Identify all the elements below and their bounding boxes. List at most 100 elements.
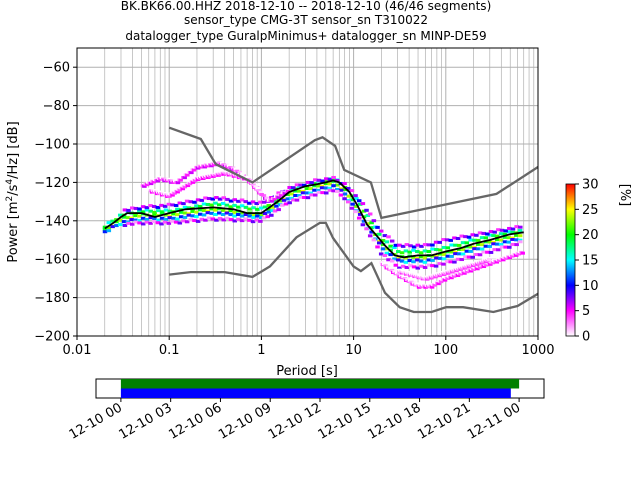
y-tick-label: −140 — [34, 214, 70, 229]
heatmap-cell — [320, 191, 325, 195]
heatmap-cell — [506, 230, 511, 234]
heatmap-cell — [514, 243, 519, 247]
heatmap-cell — [285, 189, 291, 193]
heatmap-cell — [137, 214, 142, 218]
heatmap-cell — [194, 210, 199, 214]
heatmap-cell — [365, 222, 371, 226]
heatmap-cell — [209, 203, 214, 207]
nlnm-curve — [169, 221, 538, 314]
heatmap-cell — [470, 255, 475, 259]
heatmap-cell — [470, 233, 475, 237]
heatmap-cell — [166, 177, 171, 181]
heatmap-cell — [173, 220, 179, 224]
heatmap-cell — [137, 207, 142, 211]
heatmap-cell — [177, 201, 183, 205]
heatmap-cell — [232, 210, 237, 214]
heatmap-cell — [384, 247, 390, 251]
heatmap-cell — [426, 250, 431, 254]
heatmap-cell — [126, 208, 131, 212]
heatmap-cell — [497, 259, 502, 263]
coverage-bar-data — [120, 379, 520, 389]
heatmap-cell — [396, 258, 401, 262]
heatmap-cell — [247, 201, 252, 205]
heatmap-cell — [356, 216, 362, 220]
heatmap-cell — [510, 230, 515, 234]
heatmap-cell — [201, 209, 207, 213]
coverage-tick-label: 12-10 18 — [365, 400, 423, 442]
heatmap-cell — [199, 217, 205, 221]
heatmap-cell — [185, 173, 190, 177]
heatmap-cell — [159, 222, 164, 226]
heatmap-cell — [487, 240, 492, 244]
heatmap-cell — [155, 179, 161, 183]
x-ticks: 0.01 0.1 1 10 100 1000 — [63, 336, 555, 358]
coverage-tick-label: 12-10 09 — [216, 400, 274, 442]
heatmap-cell — [463, 255, 468, 259]
heatmap-cell — [441, 252, 447, 256]
heatmap-cell — [436, 282, 441, 286]
heatmap-cell — [185, 184, 191, 188]
heatmap-cell — [376, 241, 382, 245]
heatmap-cell — [226, 164, 232, 168]
heatmap-cell — [472, 238, 477, 242]
heatmap-cell — [496, 228, 501, 232]
heatmap-cell — [327, 186, 332, 190]
heatmap-cell — [367, 212, 373, 216]
heatmap-cell — [392, 270, 397, 274]
heatmap-cell — [202, 165, 208, 169]
heatmap-cell — [285, 193, 291, 197]
heatmap-cell — [184, 220, 190, 224]
heatmap-cell — [434, 256, 439, 260]
heatmap-cell — [102, 230, 108, 234]
heatmap-cell — [415, 258, 420, 262]
heatmap-cell — [479, 247, 485, 251]
heatmap-cell — [484, 263, 489, 267]
heatmap-cell — [423, 285, 428, 289]
heatmap-cell — [466, 255, 472, 259]
heatmap-cell — [517, 228, 523, 232]
heatmap-cell — [498, 238, 504, 242]
heatmap-cell — [209, 211, 214, 215]
y-axis-label: Power [m2/s4/Hz] [dB] — [5, 121, 21, 262]
heatmap-cell — [253, 183, 259, 187]
heatmap-cell — [510, 254, 515, 258]
heatmap-cell — [232, 219, 237, 223]
heatmap-cell — [144, 220, 150, 224]
heatmap-cell — [220, 161, 225, 165]
y-tick-label: −160 — [34, 253, 70, 268]
heatmap-cell — [205, 211, 211, 215]
heatmap-cell — [228, 218, 234, 222]
heatmap-cell — [445, 276, 450, 280]
heatmap-cell — [400, 264, 406, 268]
heatmap-cell — [389, 268, 395, 272]
heatmap-cell — [503, 256, 509, 260]
heatmap-cell — [448, 260, 453, 264]
heatmap-cell — [384, 251, 390, 255]
heatmap-cell — [304, 191, 310, 195]
heatmap-cell — [376, 232, 382, 236]
heatmap-cell — [199, 198, 205, 202]
heatmap-cell — [452, 260, 457, 264]
heatmap-cell — [182, 215, 188, 219]
heatmap-cell — [460, 248, 466, 252]
heatmap-cell — [345, 200, 351, 204]
heatmap-cell — [448, 238, 453, 242]
heatmap-cell — [312, 188, 317, 192]
heatmap-cell — [167, 209, 173, 213]
heatmap-cell — [507, 226, 512, 230]
heatmap-cell — [195, 198, 201, 202]
heatmap-cell — [201, 213, 207, 217]
heatmap-cell — [441, 238, 446, 242]
heatmap-cell — [293, 189, 298, 193]
heatmap-cell — [429, 285, 435, 289]
heatmap-cell — [400, 244, 406, 248]
heatmap-cell — [239, 219, 245, 223]
heatmap-cell — [491, 242, 496, 246]
heatmap-cell — [221, 196, 227, 200]
heatmap-cell — [232, 203, 237, 207]
heatmap-cell — [334, 178, 340, 182]
heatmap-cell — [459, 258, 464, 262]
heatmap-cell — [258, 219, 263, 223]
heatmap-cell — [210, 217, 216, 221]
heatmap-cell — [220, 212, 226, 216]
